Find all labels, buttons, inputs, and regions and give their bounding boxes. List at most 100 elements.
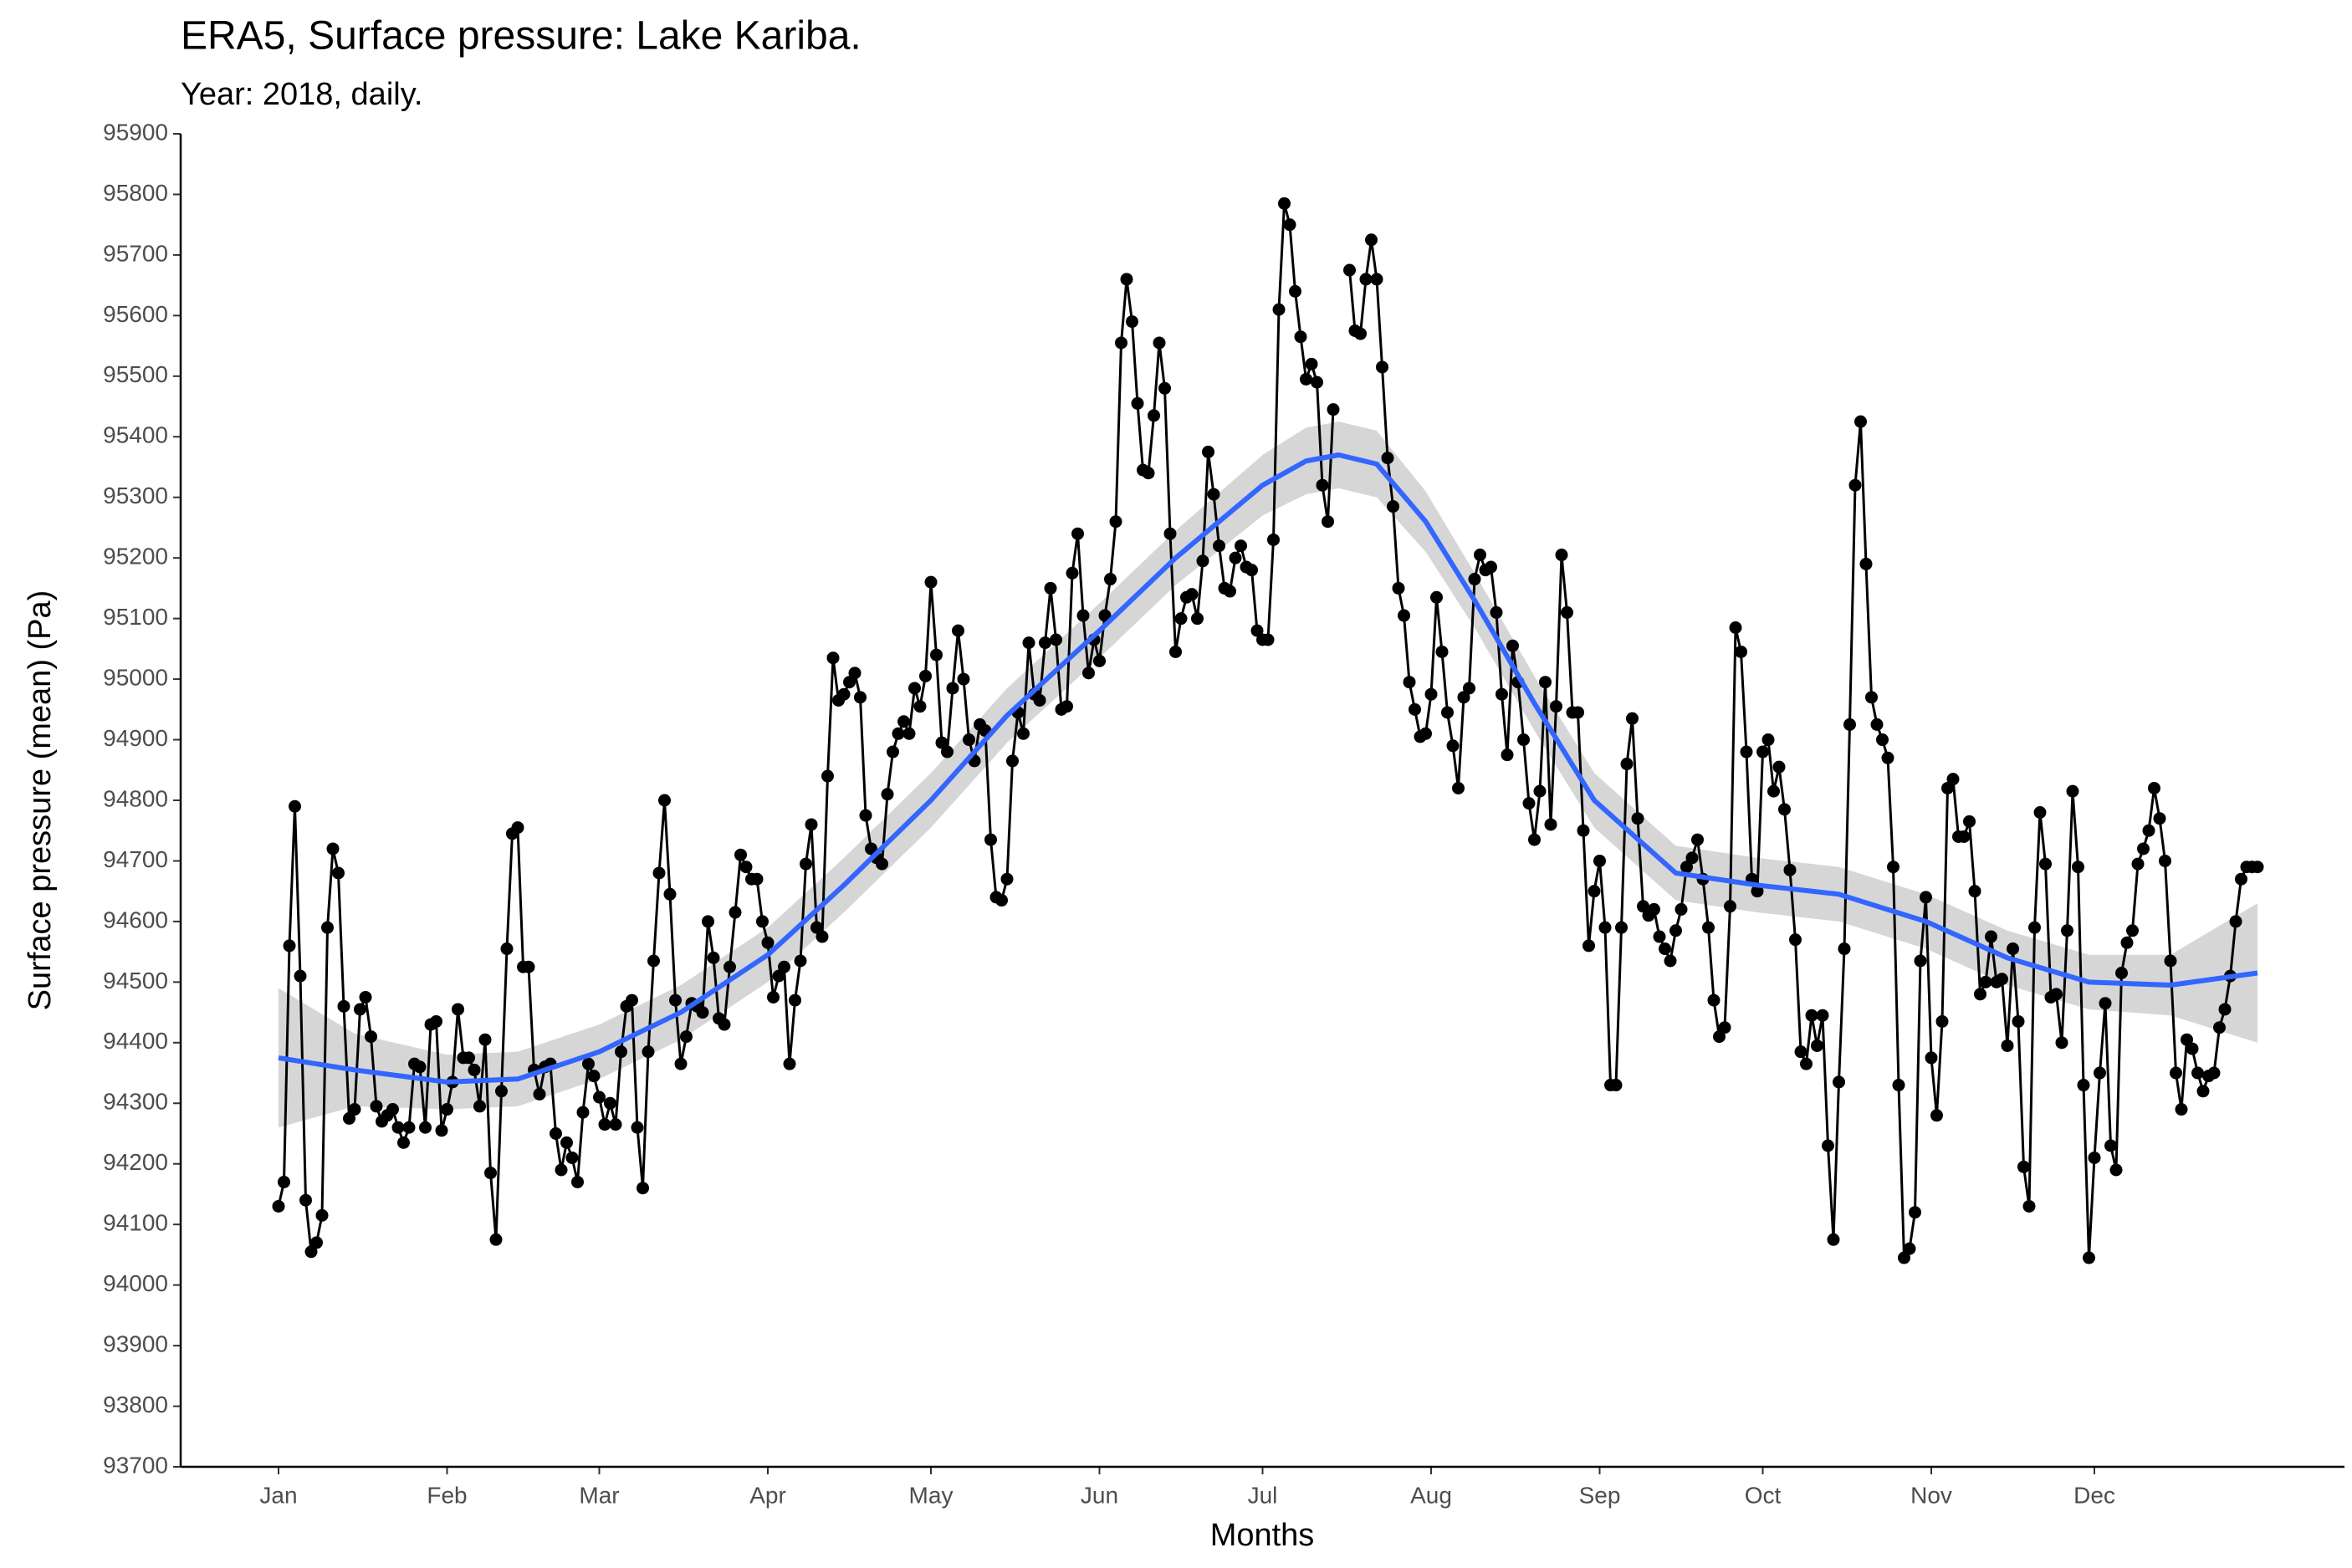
data-point (2164, 954, 2177, 968)
data-point (1827, 1233, 1840, 1246)
data-point (1887, 861, 1899, 874)
data-point (1822, 1139, 1834, 1152)
data-point (1381, 452, 1394, 465)
data-point (1174, 612, 1188, 626)
data-point (1419, 727, 1432, 740)
data-point (2191, 1066, 2204, 1080)
data-point (1870, 718, 1884, 731)
data-point (359, 990, 372, 1004)
data-point (1598, 921, 1612, 934)
data-point (332, 866, 345, 880)
data-point (2033, 805, 2047, 819)
data-point (826, 651, 840, 665)
data-point (370, 1100, 383, 1113)
data-point (739, 861, 753, 874)
data-point (1468, 573, 1481, 586)
data-point (1691, 833, 1704, 846)
data-point (571, 1175, 584, 1188)
data-point (783, 1057, 796, 1070)
data-point (1224, 585, 1236, 598)
data-point (2120, 936, 2134, 949)
data-point (1909, 1206, 1921, 1219)
data-point (1659, 942, 1671, 956)
data-point (1245, 564, 1258, 577)
data-point (1522, 797, 1536, 810)
data-point (1756, 745, 1769, 758)
data-point (1528, 833, 1541, 846)
y-tick-label: 95200 (103, 544, 168, 569)
data-point (1783, 863, 1797, 876)
data-point (565, 1151, 579, 1164)
data-point (723, 960, 736, 973)
y-tick-label: 95700 (103, 240, 168, 266)
data-point (1550, 700, 1562, 713)
data-point (550, 1127, 562, 1140)
data-point (1289, 284, 1301, 298)
data-point (1474, 549, 1486, 562)
data-point (1778, 803, 1791, 816)
data-point (1322, 515, 1334, 529)
data-point (637, 1182, 649, 1195)
y-tick-label: 93800 (103, 1392, 168, 1417)
data-point (642, 1045, 655, 1059)
data-point (1946, 773, 1960, 786)
y-tick-label: 94400 (103, 1028, 168, 1054)
y-tick-label: 94200 (103, 1149, 168, 1175)
data-point (441, 1103, 453, 1116)
data-point (1811, 1039, 1823, 1052)
data-point (887, 745, 899, 758)
data-point (511, 821, 524, 835)
data-point (1392, 581, 1405, 595)
x-tick-label: Oct (1745, 1482, 1782, 1508)
data-point (1006, 754, 1019, 768)
data-point (2066, 784, 2079, 798)
data-point (1022, 636, 1035, 650)
data-point (1327, 403, 1340, 416)
data-point (1794, 1045, 1807, 1059)
data-point (2229, 915, 2242, 928)
data-point (1680, 861, 1693, 874)
data-point (1930, 1109, 1943, 1122)
x-tick-label: Mar (579, 1482, 619, 1508)
data-point (2131, 857, 2145, 871)
data-point (2137, 842, 2150, 856)
data-point (772, 969, 785, 983)
data-point (1664, 954, 1677, 968)
data-point (2099, 997, 2112, 1010)
data-point (2126, 924, 2139, 937)
data-point (1963, 815, 1976, 828)
data-point (1033, 693, 1046, 707)
data-point (593, 1090, 606, 1104)
data-point (1881, 751, 1894, 764)
data-point (1207, 488, 1220, 501)
data-point (902, 727, 916, 740)
data-point (1490, 605, 1503, 619)
data-point (1148, 409, 1160, 422)
data-point (1517, 733, 1530, 747)
data-point (1235, 539, 1247, 553)
data-point (1675, 902, 1688, 916)
data-point (1000, 872, 1014, 886)
y-tick-label: 94500 (103, 968, 168, 993)
data-point (2148, 782, 2160, 795)
data-point (1017, 727, 1030, 740)
x-tick-label: Nov (1910, 1482, 1952, 1508)
data-point (473, 1100, 486, 1113)
data-point (430, 1014, 442, 1028)
data-point (587, 1070, 601, 1083)
data-point (1305, 357, 1318, 370)
data-point (1740, 745, 1753, 758)
data-point (478, 1033, 492, 1046)
data-point (1131, 396, 1144, 410)
data-point (2007, 942, 2019, 956)
data-point (304, 1245, 318, 1259)
data-point (859, 809, 872, 822)
data-point (2170, 1066, 2182, 1080)
data-point (2196, 1085, 2210, 1098)
data-point (326, 842, 340, 856)
data-point (278, 1175, 290, 1188)
data-point (1061, 700, 1073, 713)
data-point (555, 1163, 568, 1177)
data-point (789, 993, 801, 1007)
data-point (489, 1233, 503, 1246)
